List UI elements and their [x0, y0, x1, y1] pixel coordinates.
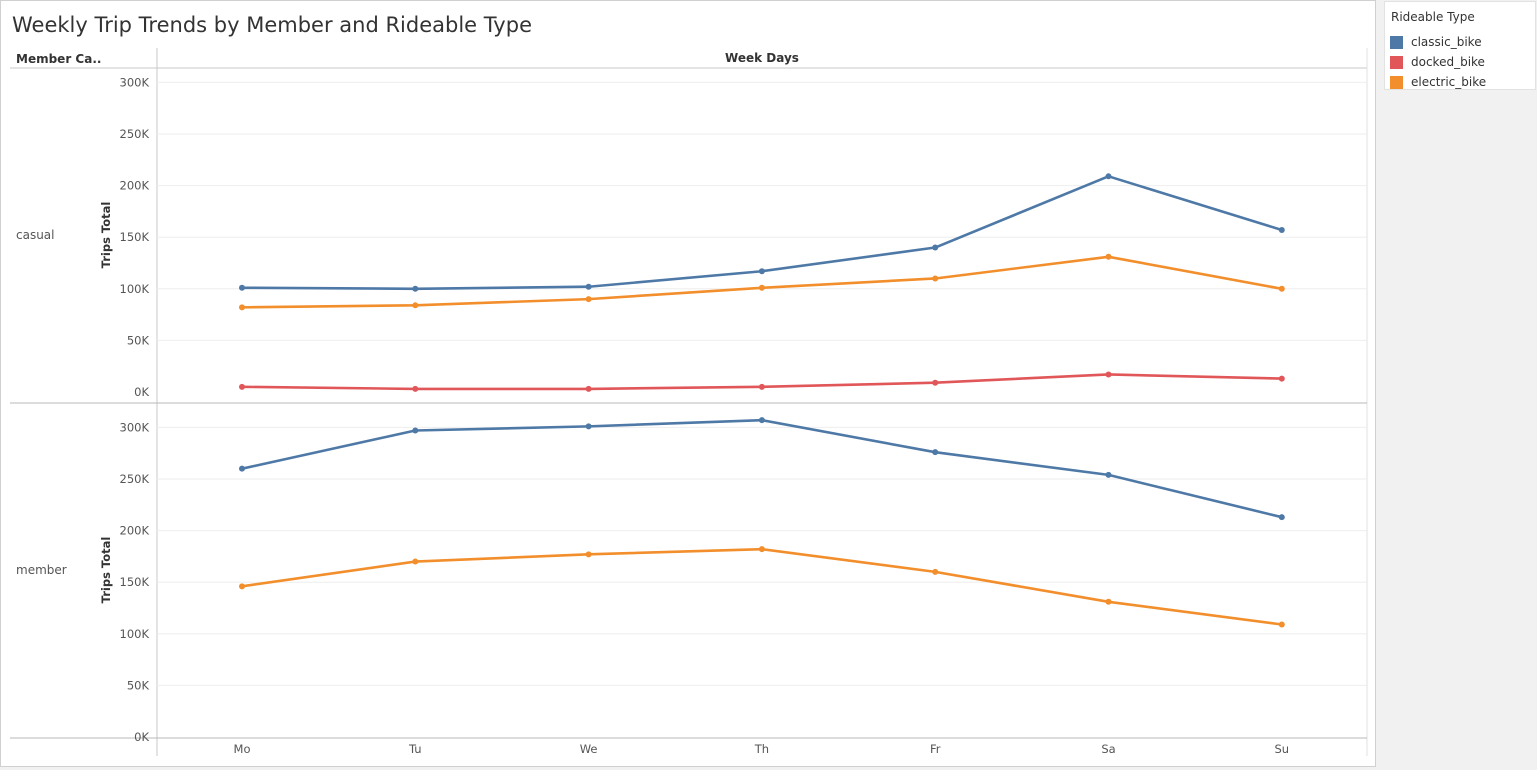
- y-tick-label: 100K: [120, 282, 150, 296]
- data-point-casual-electric_bike-Fr: [932, 275, 939, 282]
- legend-swatch-electric-bike: [1390, 75, 1403, 89]
- legend-item-classic-bike[interactable]: classic_bike: [1390, 34, 1482, 50]
- y-tick-label: 300K: [120, 75, 150, 89]
- data-point-member-electric_bike-We: [585, 551, 592, 558]
- row-label-member: member: [16, 563, 67, 577]
- data-point-casual-docked_bike-Sa: [1105, 371, 1112, 378]
- data-point-member-electric_bike-Tu: [412, 558, 419, 565]
- data-point-casual-docked_bike-We: [585, 385, 592, 392]
- legend-label-classic-bike: classic_bike: [1411, 35, 1482, 49]
- data-point-casual-docked_bike-Su: [1278, 375, 1285, 382]
- y-tick-label: 100K: [120, 627, 150, 641]
- x-tick-label: Su: [1275, 742, 1290, 756]
- data-point-casual-classic_bike-Mo: [239, 284, 245, 291]
- y-tick-label: 150K: [120, 230, 150, 244]
- legend-label-docked-bike: docked_bike: [1411, 55, 1485, 69]
- data-point-member-electric_bike-Su: [1278, 621, 1285, 628]
- x-tick-label: Fr: [930, 742, 941, 756]
- y-axis-title: Trips Total: [99, 202, 113, 269]
- data-point-casual-electric_bike-Sa: [1105, 253, 1112, 260]
- row-label-casual: casual: [16, 228, 55, 242]
- data-point-member-classic_bike-Th: [758, 417, 765, 424]
- data-point-member-classic_bike-We: [585, 423, 592, 430]
- y-tick-label: 250K: [120, 127, 150, 141]
- data-point-casual-classic_bike-Sa: [1105, 173, 1112, 180]
- x-tick-label: We: [580, 742, 598, 756]
- y-tick-label: 200K: [120, 179, 150, 193]
- y-tick-label: 250K: [120, 472, 150, 486]
- series-line-member-electric_bike: [240, 547, 1284, 626]
- data-point-casual-docked_bike-Tu: [412, 385, 419, 392]
- data-point-member-classic_bike-Fr: [932, 449, 939, 456]
- line-chart: Member Ca.. Week Days 0K 50K 100K 150K 200K 2…: [10, 48, 1368, 756]
- x-tick-label: Mo: [234, 742, 251, 756]
- series-line-casual-electric_bike: [240, 255, 1284, 309]
- legend-swatch-docked-bike: [1390, 55, 1403, 69]
- data-point-casual-classic_bike-We: [585, 283, 592, 290]
- y-tick-label: 50K: [127, 333, 150, 347]
- y-tick-label: 150K: [120, 575, 150, 589]
- chart-layer: 0K 50K 100K 150K 200K 250K 300K Trips Total casu…: [10, 48, 1368, 756]
- data-point-member-electric_bike-Fr: [932, 568, 939, 575]
- data-point-casual-classic_bike-Fr: [932, 244, 939, 251]
- data-point-casual-classic_bike-Su: [1278, 226, 1285, 233]
- legend-item-docked-bike[interactable]: docked_bike: [1390, 54, 1485, 70]
- data-point-member-classic_bike-Mo: [239, 465, 245, 472]
- legend-item-electric-bike[interactable]: electric_bike: [1390, 74, 1486, 90]
- data-point-member-electric_bike-Mo: [239, 583, 245, 590]
- data-point-casual-electric_bike-Su: [1278, 285, 1285, 292]
- legend-swatch-classic-bike: [1390, 35, 1403, 49]
- y-tick-label: 0K: [134, 385, 149, 399]
- y-tick-label: 200K: [120, 524, 150, 538]
- data-point-casual-classic_bike-Tu: [412, 285, 419, 292]
- data-point-casual-docked_bike-Mo: [239, 383, 245, 390]
- y-tick-label: 50K: [127, 678, 150, 692]
- y-axis-title: Trips Total: [99, 537, 113, 604]
- data-point-casual-electric_bike-Mo: [239, 304, 245, 311]
- chart-title: Weekly Trip Trends by Member and Rideabl…: [12, 13, 532, 37]
- data-point-casual-docked_bike-Th: [758, 383, 765, 390]
- legend[interactable]: Rideable Type classic_bike docked_bike e…: [1384, 1, 1536, 90]
- data-point-casual-electric_bike-Th: [758, 284, 765, 291]
- data-point-member-electric_bike-Th: [758, 546, 765, 553]
- data-point-casual-electric_bike-We: [585, 296, 592, 303]
- data-point-casual-classic_bike-Th: [758, 268, 765, 275]
- x-tick-label: Tu: [408, 742, 422, 756]
- data-point-casual-docked_bike-Fr: [932, 379, 939, 386]
- y-tick-label: 300K: [120, 420, 150, 434]
- series-line-member-classic_bike: [240, 418, 1284, 519]
- row-field-header: Member Ca..: [16, 52, 101, 66]
- x-tick-label: Sa: [1101, 742, 1115, 756]
- column-field-header: Week Days: [725, 51, 799, 65]
- data-point-member-electric_bike-Sa: [1105, 598, 1112, 605]
- data-point-casual-electric_bike-Tu: [412, 302, 419, 309]
- y-tick-label: 0K: [134, 730, 149, 744]
- legend-title: Rideable Type: [1391, 10, 1475, 24]
- legend-label-electric-bike: electric_bike: [1411, 75, 1487, 89]
- chart-frame: Weekly Trip Trends by Member and Rideabl…: [0, 0, 1376, 767]
- data-point-member-classic_bike-Sa: [1105, 471, 1112, 478]
- x-tick-label: Th: [754, 742, 769, 756]
- data-point-member-classic_bike-Su: [1278, 514, 1285, 521]
- data-point-member-classic_bike-Tu: [412, 427, 419, 434]
